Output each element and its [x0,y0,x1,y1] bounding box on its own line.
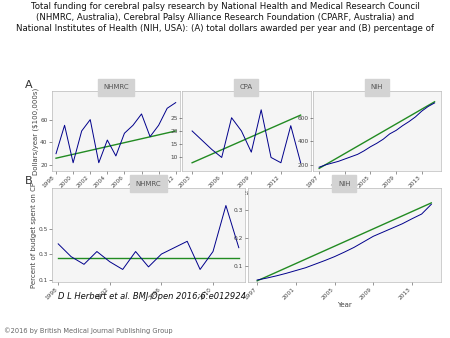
Title: NIH: NIH [371,84,383,90]
X-axis label: Year: Year [337,302,351,308]
Y-axis label: Percent of budget spent on CP: Percent of budget spent on CP [31,182,37,288]
Title: NIH: NIH [338,180,351,187]
Text: D L Herbert et al. BMJ Open 2016;6:e012924: D L Herbert et al. BMJ Open 2016;6:e0129… [58,292,247,301]
Text: Total funding for cerebral palsy research by National Health and Medical Researc: Total funding for cerebral palsy researc… [16,2,434,33]
X-axis label: Year: Year [239,190,254,196]
Title: NHMRC: NHMRC [103,84,129,90]
Text: B: B [25,176,32,186]
Text: BMJ Open: BMJ Open [367,314,427,324]
Text: ©2016 by British Medical Journal Publishing Group: ©2016 by British Medical Journal Publish… [4,327,173,334]
Text: A: A [25,79,32,90]
Y-axis label: Dollars/year ($100,000s): Dollars/year ($100,000s) [32,87,39,175]
Title: CPA: CPA [240,84,253,90]
Title: NHMRC: NHMRC [136,180,161,187]
